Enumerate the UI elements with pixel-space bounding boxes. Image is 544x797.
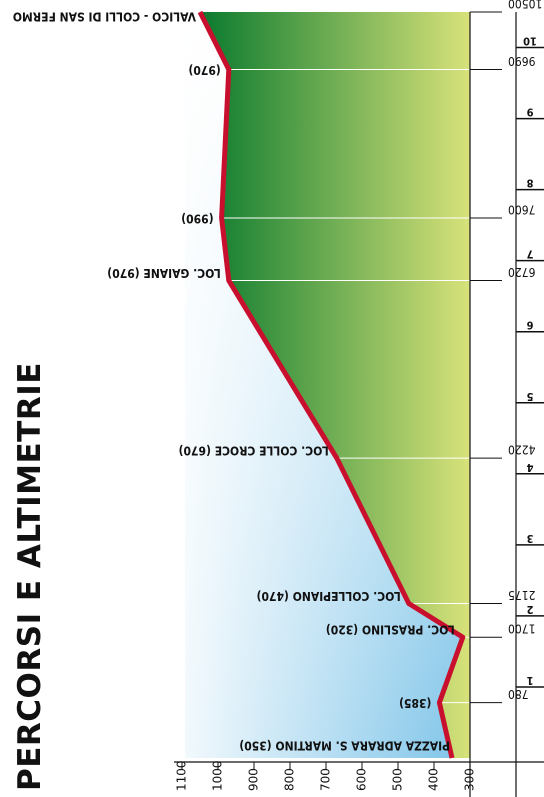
elevation-tick-label: 800 — [283, 768, 297, 791]
waypoint-label: LOC. PRASLINO (320) — [326, 623, 455, 637]
distance-label: 780 — [508, 687, 529, 701]
waypoint-label: (970) — [188, 63, 220, 77]
distance-label: 10500 — [508, 0, 542, 11]
km-tick-label: 9 — [526, 106, 533, 119]
waypoint-label: (990) — [181, 212, 213, 226]
waypoint-label: LOC. COLLEPIANO (470) — [256, 589, 400, 603]
km-tick-label: 1 — [526, 674, 533, 687]
distance-column — [470, 12, 516, 758]
km-tick-label: 7 — [526, 248, 533, 261]
km-tick-label: 2 — [526, 603, 533, 616]
elevation-tick-label: 700 — [319, 768, 333, 791]
km-tick-label: 4 — [526, 461, 533, 474]
distance-label: 2175 — [508, 588, 535, 602]
elevation-tick-label: 400 — [427, 768, 441, 791]
elevation-tick-label: 600 — [355, 768, 369, 791]
elevation-tick-label: 300 — [463, 768, 477, 791]
waypoint-label: LOC. GAIANE (970) — [107, 266, 221, 280]
distance-label: 4220 — [508, 443, 536, 457]
elevation-line — [197, 10, 466, 759]
elevation-tick-label: 1000 — [211, 760, 225, 791]
waypoint-label: VALICO - COLLI DI SAN FERMO — [13, 10, 196, 24]
elevation-tick-label: 500 — [391, 768, 405, 791]
km-tick-label: 10 — [523, 35, 537, 48]
waypoint-label: LOC. COLLE CROCE (670) — [178, 444, 328, 458]
km-tick-label: 8 — [526, 177, 533, 190]
distance-label: 7600 — [508, 203, 536, 217]
distance-label: 1700 — [508, 622, 536, 636]
terrain-area — [200, 12, 470, 758]
km-tick-label: 6 — [526, 319, 533, 332]
distance-label: 6720 — [508, 265, 536, 279]
km-tick-label: 5 — [526, 390, 533, 403]
distance-label: 9690 — [508, 54, 536, 68]
waypoint-label: PIAZZA ADRARA S. MARTINO (350) — [239, 739, 450, 753]
km-tick-label: 3 — [526, 532, 533, 545]
elevation-tick-label: 1100 — [175, 760, 189, 791]
elevation-tick-label: 900 — [247, 768, 261, 791]
waypoint-label: (385) — [399, 696, 431, 710]
